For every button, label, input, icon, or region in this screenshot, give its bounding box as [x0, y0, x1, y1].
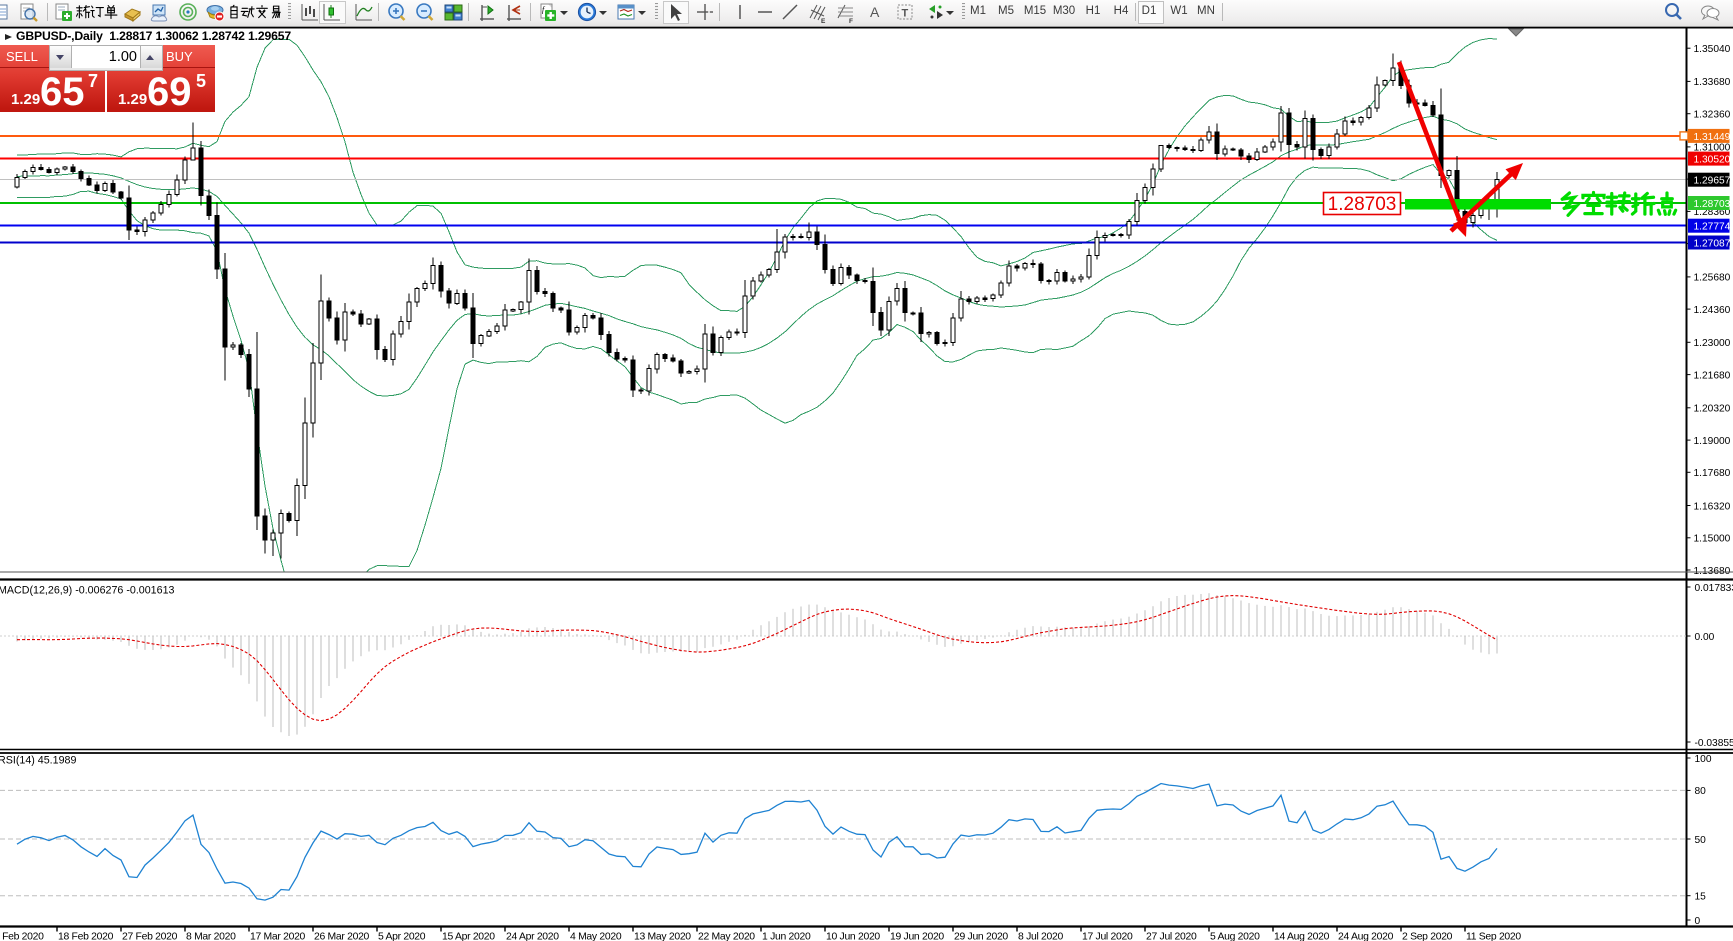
svg-text:f: f: [542, 5, 546, 14]
svg-text:15: 15: [1695, 892, 1707, 903]
svg-text:1.16320: 1.16320: [1694, 501, 1731, 512]
svg-text:9 Feb 2020: 9 Feb 2020: [0, 932, 44, 941]
svg-text:1.15000: 1.15000: [1694, 534, 1731, 545]
svg-text:1.32360: 1.32360: [1694, 110, 1731, 121]
svg-text:8 Mar 2020: 8 Mar 2020: [186, 932, 236, 941]
svg-text:F: F: [849, 18, 853, 24]
svg-text:1.21680: 1.21680: [1694, 370, 1731, 381]
svg-text:1.27087: 1.27087: [1694, 239, 1731, 250]
svg-text:0.00: 0.00: [1695, 632, 1715, 643]
svg-text:1.31000: 1.31000: [1694, 143, 1731, 154]
svg-text:1.31449: 1.31449: [1694, 132, 1731, 143]
svg-text:1.17680: 1.17680: [1694, 468, 1731, 479]
svg-text:17 Jul 2020: 17 Jul 2020: [1082, 932, 1133, 941]
svg-text:A: A: [870, 4, 880, 20]
svg-text:0: 0: [1695, 916, 1701, 927]
svg-text:1.29657: 1.29657: [1694, 176, 1731, 187]
svg-text:RSI(14) 45.1989: RSI(14) 45.1989: [0, 755, 76, 767]
svg-text:MACD(12,26,9) -0.006276 -0.001: MACD(12,26,9) -0.006276 -0.001613: [0, 585, 175, 597]
svg-text:13 May 2020: 13 May 2020: [634, 932, 691, 941]
svg-text:24 Aug 2020: 24 Aug 2020: [1338, 932, 1394, 941]
svg-text:17 Mar 2020: 17 Mar 2020: [250, 932, 306, 941]
svg-text:1.33680: 1.33680: [1694, 77, 1731, 88]
svg-text:1.28703: 1.28703: [1694, 199, 1731, 210]
svg-text:1.27774: 1.27774: [1694, 222, 1731, 233]
svg-text:E: E: [821, 18, 826, 24]
svg-text:1.28360: 1.28360: [1694, 207, 1731, 218]
svg-text:1.25680: 1.25680: [1694, 273, 1731, 284]
svg-text:80: 80: [1695, 786, 1707, 797]
svg-text:1.35040: 1.35040: [1694, 44, 1731, 55]
svg-text:1.28703: 1.28703: [1328, 194, 1397, 215]
svg-text:15 Apr 2020: 15 Apr 2020: [442, 932, 495, 941]
svg-text:26 Mar 2020: 26 Mar 2020: [314, 932, 370, 941]
svg-text:0.017833: 0.017833: [1695, 583, 1733, 594]
svg-text:100: 100: [1695, 754, 1712, 765]
svg-text:5 Apr 2020: 5 Apr 2020: [378, 932, 426, 941]
svg-text:27 Feb 2020: 27 Feb 2020: [122, 932, 178, 941]
svg-text:1.20320: 1.20320: [1694, 404, 1731, 415]
svg-text:2 Sep 2020: 2 Sep 2020: [1402, 932, 1453, 941]
svg-text:-0.038559: -0.038559: [1695, 738, 1733, 749]
svg-text:19 Jun 2020: 19 Jun 2020: [890, 932, 944, 941]
svg-text:22 May 2020: 22 May 2020: [698, 932, 755, 941]
svg-text:T: T: [902, 8, 909, 20]
svg-text:27 Jul 2020: 27 Jul 2020: [1146, 932, 1197, 941]
svg-text:1.13680: 1.13680: [1694, 566, 1731, 577]
svg-text:29 Jun 2020: 29 Jun 2020: [954, 932, 1008, 941]
svg-text:1.24360: 1.24360: [1694, 305, 1731, 316]
svg-text:1.23000: 1.23000: [1694, 338, 1731, 349]
svg-text:11 Sep 2020: 11 Sep 2020: [1466, 932, 1521, 941]
svg-text:10 Jun 2020: 10 Jun 2020: [826, 932, 880, 941]
svg-text:18 Feb 2020: 18 Feb 2020: [58, 932, 114, 941]
svg-text:14 Aug 2020: 14 Aug 2020: [1274, 932, 1330, 941]
svg-text:8 Jul 2020: 8 Jul 2020: [1018, 932, 1063, 941]
svg-text:1.19000: 1.19000: [1694, 436, 1731, 447]
svg-text:1 Jun 2020: 1 Jun 2020: [762, 932, 811, 941]
svg-text:1.30520: 1.30520: [1694, 155, 1731, 166]
svg-text:24 Apr 2020: 24 Apr 2020: [506, 932, 559, 941]
svg-text:4 May 2020: 4 May 2020: [570, 932, 622, 941]
svg-text:5 Aug 2020: 5 Aug 2020: [1210, 932, 1260, 941]
svg-text:50: 50: [1695, 835, 1707, 846]
